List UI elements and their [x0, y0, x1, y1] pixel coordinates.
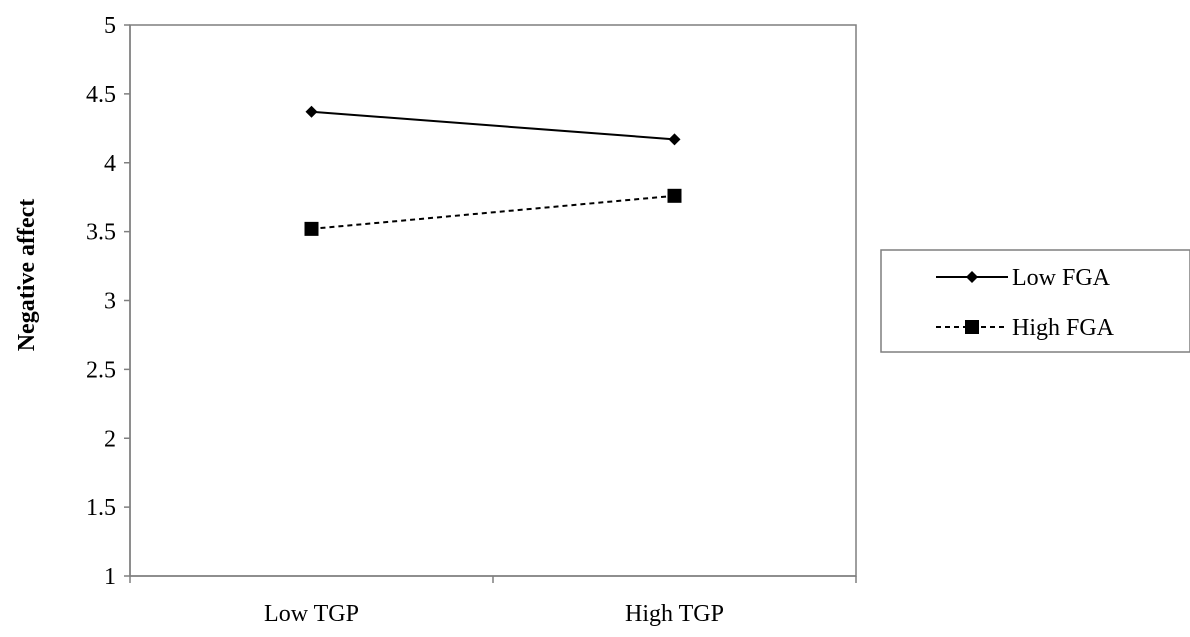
data-point-low-fga — [668, 133, 681, 146]
x-axis: Low TGP High TGP — [129, 575, 857, 627]
legend-label-high-fga: High FGA — [1012, 315, 1115, 341]
data-point-high-fga — [667, 188, 682, 203]
series-line-low-fga — [311, 110, 675, 141]
legend-item-low-fga: Low FGA — [936, 265, 1111, 291]
y-tick-label: 5 — [104, 13, 116, 39]
series-group — [304, 105, 682, 236]
data-point-low-fga — [305, 105, 318, 118]
data-point-high-fga — [304, 221, 319, 236]
y-axis-title: Negative affect — [14, 199, 40, 352]
legend-item-high-fga: High FGA — [936, 315, 1115, 341]
y-tick-label: 4 — [104, 151, 116, 177]
legend-marker-high-fga — [965, 320, 979, 334]
series-line-high-fga — [311, 194, 675, 230]
y-tick-label: 1.5 — [86, 495, 116, 521]
y-axis: 1 1.5 2 2.5 3 3.5 4 4.5 5 — [86, 13, 131, 590]
x-tick-label: Low TGP — [264, 601, 359, 627]
legend: Low FGA High FGA — [880, 249, 1190, 353]
y-tick-label: 2.5 — [86, 357, 116, 383]
legend-marker-low-fga — [966, 271, 978, 283]
y-tick-label: 4.5 — [86, 82, 116, 108]
x-tick-label: High TGP — [625, 601, 724, 627]
plot-area — [129, 24, 857, 577]
y-tick-label: 3 — [104, 289, 116, 315]
legend-box — [880, 249, 1190, 353]
legend-label-low-fga: Low FGA — [1012, 265, 1111, 291]
y-tick-label: 2 — [104, 426, 116, 452]
y-tick-label: 1 — [104, 564, 116, 590]
y-tick-label: 3.5 — [86, 220, 116, 246]
